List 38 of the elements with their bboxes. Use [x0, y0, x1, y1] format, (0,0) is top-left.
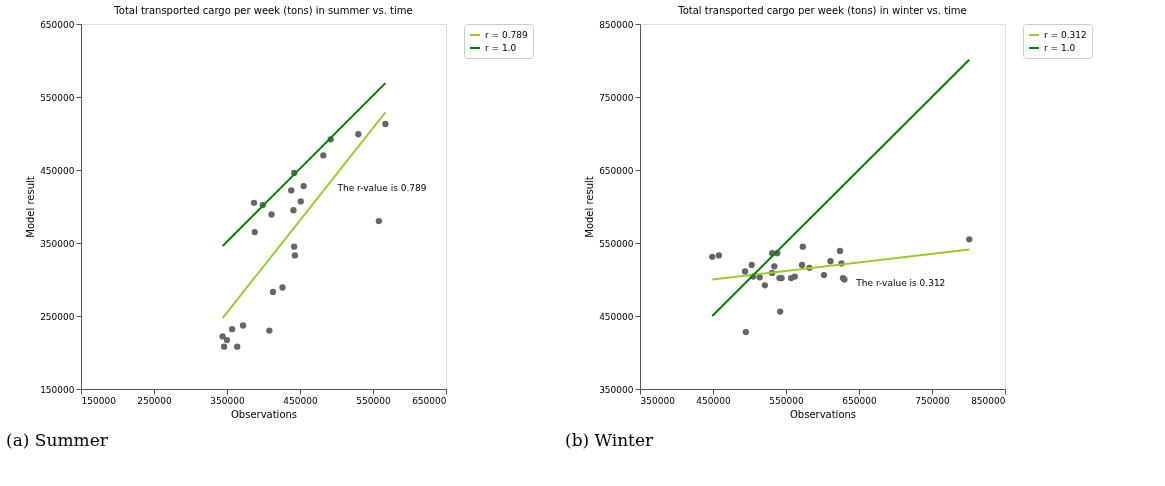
legend-label: r = 0.312: [1044, 30, 1087, 40]
x-tick-label: 450000: [283, 395, 318, 406]
y-tick-label: 650000: [599, 165, 634, 176]
text: (a) Summer: [6, 430, 109, 450]
text: (b) Winter: [565, 430, 654, 450]
x-tick-label: 750000: [915, 395, 950, 406]
x-tick-label: 550000: [356, 395, 391, 406]
x-tick-label: 850000: [971, 395, 1006, 406]
y-tick-label: 550000: [599, 238, 634, 249]
x-tick-label: 150000: [81, 395, 117, 406]
y-axis-title: Model result: [584, 176, 596, 238]
x-tick-label: 350000: [640, 395, 676, 406]
y-tick-label: 650000: [40, 19, 75, 30]
x-tick-label: 550000: [769, 395, 804, 406]
y-tick-label: 450000: [40, 165, 75, 176]
y-tick-label: 350000: [599, 384, 634, 395]
legend-label: r = 0.789: [485, 30, 528, 40]
x-axis-title: Observations: [789, 408, 857, 420]
y-tick-label: 450000: [599, 311, 634, 322]
y-tick-label: 550000: [40, 92, 75, 103]
y-tick-label: 350000: [40, 238, 75, 249]
y-tick-label: 150000: [40, 384, 75, 395]
y-tick-label: 250000: [40, 311, 75, 322]
legend-label: r = 1.0: [485, 43, 517, 53]
annotation: The r-value is 0.312: [855, 278, 946, 289]
y-tick-label: 850000: [599, 19, 634, 30]
chart-title: Total transported cargo per week (tons) in winter vs. time: [677, 5, 967, 16]
x-axis-title: Observations: [230, 408, 298, 420]
annotation: The r-value is 0.789: [336, 183, 427, 194]
x-tick-label: 650000: [412, 395, 447, 406]
legend-label: r = 1.0: [1044, 43, 1076, 53]
x-tick-label: 250000: [137, 395, 172, 406]
chart-title: Total transported cargo per week (tons) in summer vs. time: [113, 5, 413, 16]
x-tick-label: 650000: [842, 395, 877, 406]
x-tick-label: 450000: [696, 395, 731, 406]
y-axis-title: Model result: [25, 176, 37, 238]
y-tick-label: 750000: [599, 92, 634, 103]
x-tick-label: 350000: [210, 395, 245, 406]
